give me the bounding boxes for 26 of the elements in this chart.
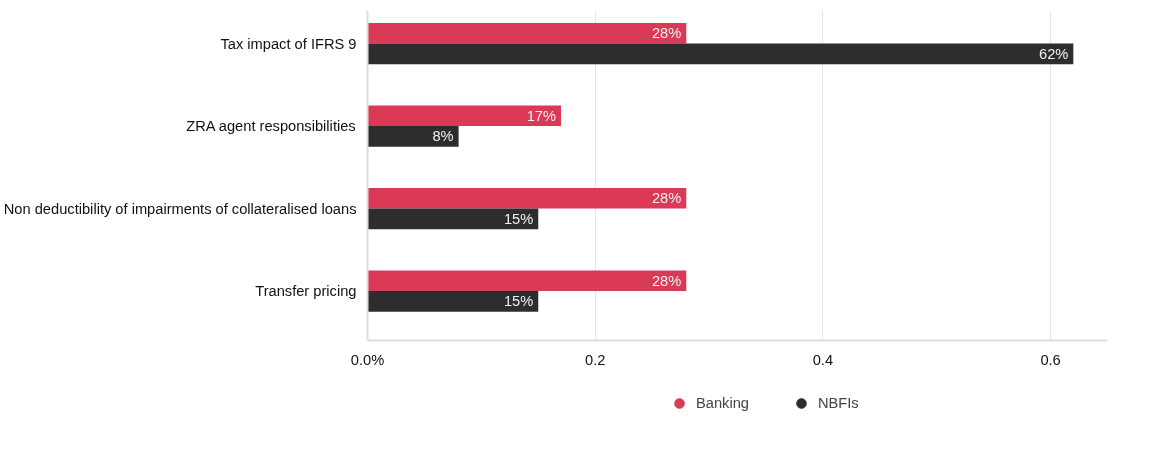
legend-label: Banking bbox=[696, 395, 749, 411]
x-tick-label: 0.6 bbox=[1040, 351, 1061, 368]
y-tick-label: ZRA agent responsibilities bbox=[186, 118, 356, 134]
data-label: 15% bbox=[503, 293, 534, 310]
bar bbox=[367, 22, 687, 44]
x-tick-label: 0.0% bbox=[350, 351, 385, 368]
x-tick-label: 0.4 bbox=[812, 351, 834, 368]
bar bbox=[367, 208, 539, 230]
data-label: 62% bbox=[1039, 45, 1069, 62]
data-label: 8% bbox=[432, 128, 454, 145]
y-tick-label: Transfer pricing bbox=[255, 283, 357, 299]
x-tick-label: 0.2 bbox=[585, 351, 606, 368]
legend-label: NBFIs bbox=[817, 395, 859, 411]
bar bbox=[367, 270, 687, 291]
data-label: 28% bbox=[651, 272, 682, 289]
bar bbox=[367, 126, 459, 147]
bar bbox=[367, 291, 539, 312]
bar bbox=[367, 43, 1074, 65]
y-tick-label: Tax impact of IFRS 9 bbox=[220, 35, 357, 52]
bar bbox=[367, 187, 687, 209]
bar bbox=[367, 105, 562, 126]
data-label: 15% bbox=[503, 210, 534, 227]
data-label: 28% bbox=[651, 190, 682, 207]
data-label: 17% bbox=[526, 107, 557, 124]
y-tick-label: Non deductibility of impairments of collateralised loans bbox=[3, 200, 357, 217]
data-label: 28% bbox=[651, 25, 682, 42]
